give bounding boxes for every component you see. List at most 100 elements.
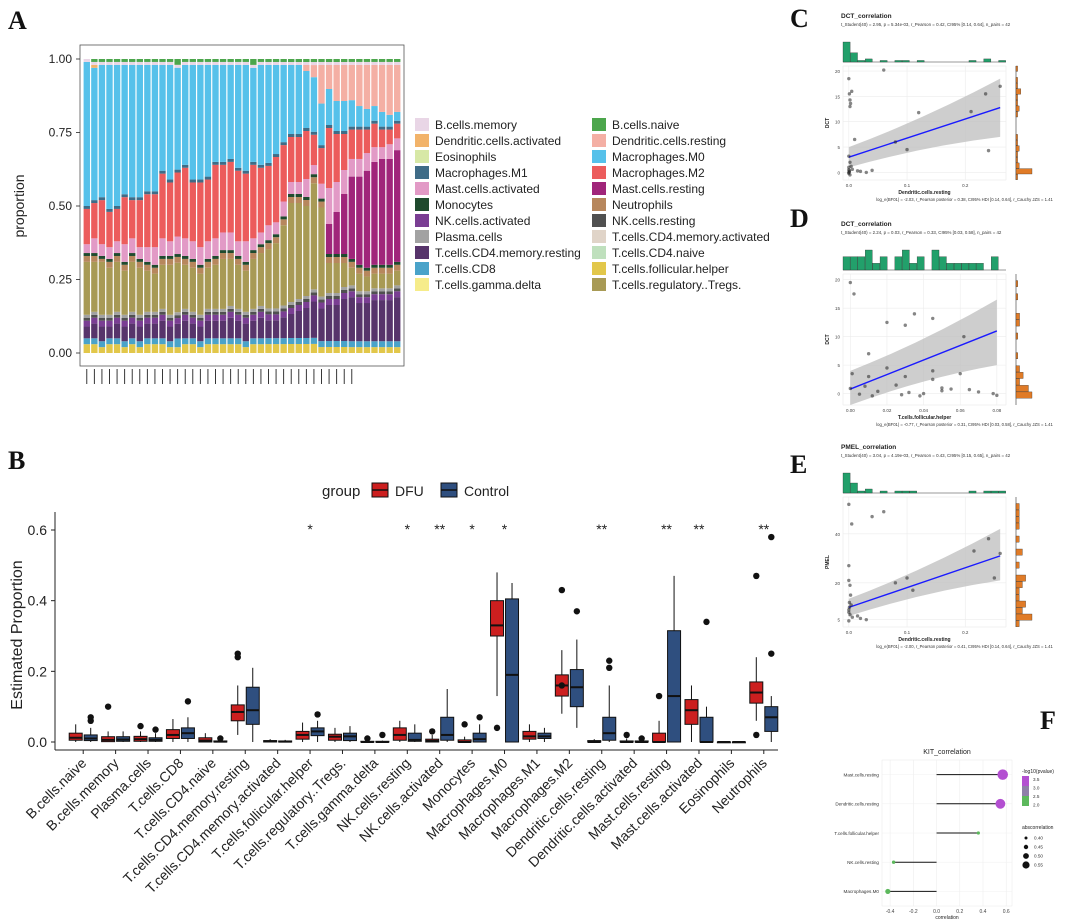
- bar-segment: [303, 71, 310, 128]
- bar-segment: [166, 326, 174, 342]
- marginal-bar-top: [998, 60, 1006, 63]
- bar-segment: [325, 128, 333, 188]
- box-dfu: [490, 572, 505, 732]
- bar-segment: [386, 267, 393, 274]
- bar-segment: [144, 191, 151, 195]
- legend-swatch: [592, 246, 606, 259]
- legend-label: NK.cells.resting: [612, 214, 695, 228]
- scatter-title: DCT_correlation: [841, 221, 892, 228]
- scatter-point: [986, 148, 991, 153]
- bar-segment: [250, 238, 257, 251]
- bar-segment: [151, 59, 159, 62]
- marginal-bar-right: [1015, 100, 1018, 106]
- bar-segment: [219, 338, 227, 345]
- bar-segment: [83, 208, 90, 245]
- bar-segment: [318, 201, 325, 208]
- bar-segment: [166, 317, 174, 321]
- bar-segment: [303, 179, 310, 197]
- bar-segment: [333, 341, 340, 347]
- bar-segment: [295, 194, 302, 197]
- bar-segment: [348, 158, 355, 177]
- bar-segment: [98, 200, 106, 245]
- bar-segment: [348, 297, 355, 342]
- bar-segment: [151, 264, 159, 268]
- bar-segment: [371, 106, 378, 121]
- box-outlier: [493, 724, 501, 732]
- scatter-point: [870, 168, 874, 173]
- legend-entry: Mast.cells.activated: [415, 182, 540, 196]
- box-dfu: [198, 733, 213, 743]
- stacked-bar: [166, 59, 174, 353]
- bar-segment: [204, 338, 212, 345]
- bar-segment: [356, 264, 363, 268]
- bar-segment: [394, 138, 401, 151]
- bar-segment: [310, 289, 318, 293]
- lollipop-item: Macrophages.M0: [844, 888, 1012, 894]
- legend-label: T.cells.CD4.naive: [612, 246, 705, 260]
- marginal-bar-top: [902, 490, 910, 494]
- y-tick-label: 0.6: [28, 522, 48, 538]
- marginal-bar-right: [1015, 145, 1020, 152]
- bar-segment: [295, 59, 302, 62]
- bar-segment: [371, 61, 378, 65]
- bar-segment: [303, 62, 310, 65]
- bar-segment: [106, 258, 113, 262]
- regression-line: [848, 106, 1001, 158]
- marginal-bar-top: [976, 263, 984, 271]
- scatter-point: [848, 173, 852, 177]
- bar-segment: [257, 338, 265, 345]
- bar-segment: [98, 255, 106, 259]
- y-tick-label: 5: [837, 618, 840, 623]
- marginal-bar-right: [1015, 620, 1020, 627]
- bar-segment: [144, 247, 151, 262]
- box-outlier: [573, 608, 581, 615]
- bar-segment: [144, 270, 151, 312]
- scatter-point: [848, 101, 853, 106]
- bar-segment: [250, 344, 257, 353]
- bar-segment: [303, 344, 310, 353]
- bar-segment: [144, 59, 151, 62]
- legend-swatch: [592, 278, 606, 291]
- bar-segment: [341, 299, 348, 341]
- bar-segment: [386, 126, 393, 130]
- bar-segment: [83, 61, 90, 206]
- box-outlier: [638, 735, 645, 742]
- bar-segment: [182, 320, 189, 339]
- bar-segment: [333, 299, 340, 305]
- x-axis-label: T.cells.follicular.helper: [898, 415, 951, 421]
- bar-segment: [197, 61, 204, 65]
- bar-segment: [280, 344, 287, 353]
- significance-label: *: [469, 521, 475, 537]
- bar-segment: [204, 64, 212, 177]
- box-control: [505, 583, 520, 743]
- bar-segment: [325, 293, 333, 296]
- box-body: [522, 730, 537, 740]
- bar-segment: [280, 59, 287, 62]
- bar-segment: [363, 297, 371, 304]
- significance-label: *: [307, 521, 313, 537]
- bar-segment: [227, 344, 234, 353]
- bar-segment: [257, 232, 265, 245]
- bar-segment: [83, 253, 90, 256]
- marginal-bar-top: [865, 249, 873, 271]
- bar-segment: [272, 237, 280, 244]
- bar-segment: [227, 253, 234, 259]
- scatter-subtitle: t_Student(40) = 2.24, p = 0.03, r_Pearso…: [841, 230, 1002, 235]
- box-control: [472, 714, 487, 743]
- stacked-bar: [341, 59, 348, 353]
- bar-segment: [386, 114, 393, 127]
- bar-segment: [341, 170, 348, 194]
- bar-segment: [91, 255, 98, 262]
- bar-segment: [227, 311, 234, 318]
- bar-segment: [136, 314, 143, 318]
- color-legend-bar: [1022, 786, 1029, 796]
- scatter-point: [916, 110, 921, 115]
- bar-segment: [242, 173, 249, 242]
- bar-segment: [197, 314, 204, 318]
- bar-segment: [356, 126, 363, 130]
- marginal-bar-top: [946, 263, 954, 271]
- box-dfu: [133, 722, 148, 742]
- bar-segment: [144, 323, 151, 339]
- bar-segment: [197, 179, 204, 183]
- bar-segment: [166, 255, 174, 259]
